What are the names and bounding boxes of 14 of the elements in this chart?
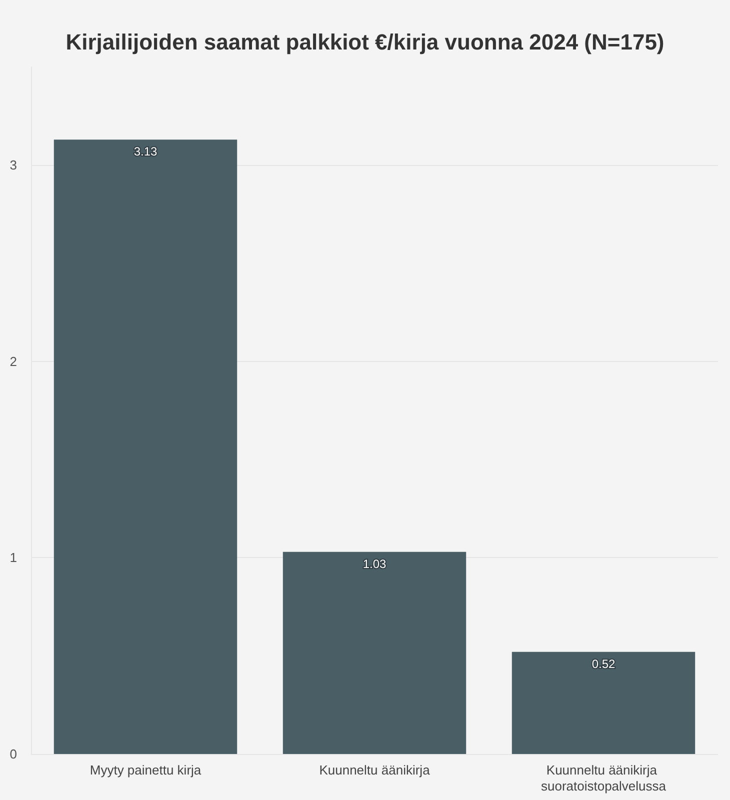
data-label: 0.52: [592, 656, 616, 671]
data-label: 1.03: [362, 556, 386, 571]
bar: [282, 552, 466, 754]
y-tick-label: 1: [10, 550, 17, 566]
x-tick-label: Kuunneltu äänikirja: [319, 762, 431, 778]
x-tick-label: Kuunneltu äänikirja suoratoistopalvelussa: [540, 762, 667, 794]
bar: [512, 652, 696, 754]
bar: [54, 140, 238, 754]
y-tick-label: 2: [10, 354, 17, 369]
data-label: 3.13: [134, 144, 158, 159]
x-tick-label: Myyty painettu kirja: [90, 762, 202, 778]
chart-title: Kirjailijoiden saamat palkkiot €/kirja vuonna 2024 (N=175): [66, 30, 664, 54]
y-tick-label: 0: [10, 746, 17, 762]
y-tick-label: 3: [10, 158, 17, 173]
